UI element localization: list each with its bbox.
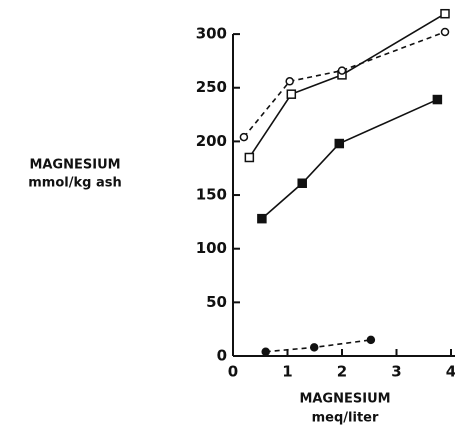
- y-axis-label: MAGNESIUM: [29, 158, 120, 173]
- x-tick-label: 1: [282, 363, 292, 381]
- y-tick-label: 50: [206, 293, 227, 311]
- marker: [244, 152, 255, 163]
- marker: [366, 335, 376, 345]
- marker: [337, 66, 347, 75]
- marker: [334, 138, 345, 149]
- x-tick-label: 4: [446, 363, 455, 381]
- series-line: [261, 98, 438, 220]
- x-axis-unit: meq/liter: [312, 411, 379, 426]
- y-axis-unit: mmol/kg ash: [28, 176, 121, 191]
- y-tick-label: 300: [196, 25, 227, 43]
- x-axis-label: MAGNESIUM: [299, 392, 390, 407]
- marker: [432, 94, 443, 105]
- y-tick-label: 200: [196, 132, 227, 150]
- series-line: [243, 31, 446, 138]
- marker: [285, 77, 294, 86]
- x-tick-label: 0: [228, 363, 238, 381]
- x-tick-label: 3: [391, 363, 401, 381]
- marker: [309, 343, 319, 352]
- x-tick-label: 2: [337, 363, 347, 381]
- marker: [286, 89, 297, 99]
- marker: [440, 8, 450, 19]
- y-tick-label: 250: [196, 78, 227, 96]
- series-line: [248, 13, 446, 158]
- marker: [257, 213, 267, 224]
- y-tick-label: 100: [196, 239, 227, 257]
- marker: [261, 347, 270, 356]
- marker: [239, 132, 249, 142]
- marker: [440, 27, 450, 37]
- series-line: [265, 339, 371, 353]
- y-tick-label: 0: [217, 347, 227, 365]
- y-tick-label: 150: [196, 186, 227, 204]
- marker: [297, 178, 307, 188]
